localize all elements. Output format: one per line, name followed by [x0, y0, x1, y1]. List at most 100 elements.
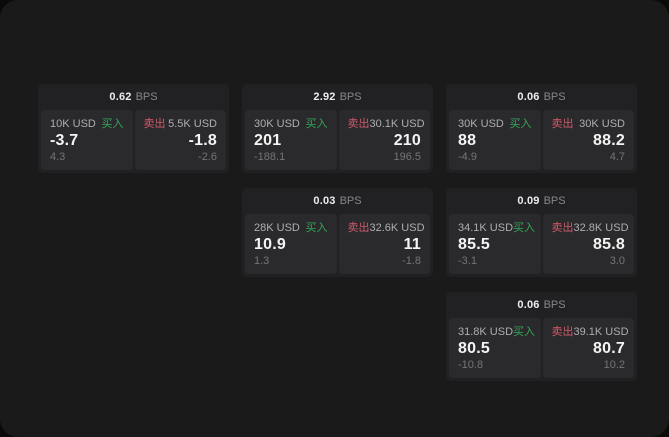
buy-delta-value: -4.9 [458, 151, 477, 163]
sell-amount-label: 30K USD [579, 118, 625, 130]
quote-card: 0.03 BPS 28K USD 买入 10.9 1.3 卖出 32.6K US… [242, 188, 433, 277]
buy-panel[interactable]: 28K USD 买入 10.9 1.3 [245, 214, 337, 274]
buy-amount-label: 30K USD [254, 118, 300, 130]
bps-unit-label: BPS [339, 195, 362, 207]
sell-delta-value: 196.5 [393, 151, 421, 163]
buy-amount-label: 10K USD [50, 118, 96, 130]
buy-sell-panels: 30K USD 买入 88 -4.9 卖出 30K USD 88.2 4.7 [446, 110, 637, 173]
bps-value: 0.62 [109, 91, 132, 103]
buy-side-label: 买入 [101, 118, 124, 130]
sell-panel-top: 卖出 30.1K USD [347, 118, 425, 130]
sell-side-label: 卖出 [347, 118, 370, 130]
buy-side-label: 买入 [513, 326, 536, 338]
buy-delta-value: -188.1 [254, 151, 286, 163]
sell-panel-top: 卖出 32.6K USD [347, 222, 425, 234]
sell-side-label: 卖出 [551, 118, 574, 130]
sell-price-value: 11 [403, 236, 421, 253]
sell-panel-top: 卖出 5.5K USD [144, 118, 218, 130]
buy-delta-value: 1.3 [254, 255, 270, 267]
bps-spread-header: 0.03 BPS [242, 188, 433, 214]
bps-spread-header: 0.62 BPS [38, 84, 229, 110]
buy-panel-top: 31.8K USD 买入 [458, 326, 536, 338]
sell-price-value: 210 [393, 132, 421, 149]
bps-unit-label: BPS [339, 91, 362, 103]
sell-price-value: 85.8 [593, 236, 625, 253]
buy-panel-top: 30K USD 买入 [458, 118, 532, 130]
quote-card: 0.06 BPS 31.8K USD 买入 80.5 -10.8 卖出 39.1… [446, 292, 637, 381]
buy-panel-top: 10K USD 买入 [50, 118, 124, 130]
buy-price-value: 80.5 [458, 340, 490, 357]
buy-panel[interactable]: 10K USD 买入 -3.7 4.3 [41, 110, 133, 170]
buy-amount-label: 28K USD [254, 222, 300, 234]
buy-delta-value: -3.1 [458, 255, 477, 267]
bps-unit-label: BPS [135, 91, 158, 103]
buy-sell-panels: 28K USD 买入 10.9 1.3 卖出 32.6K USD 11 -1.8 [242, 214, 433, 277]
sell-delta-value: 10.2 [603, 359, 625, 371]
buy-side-label: 买入 [305, 222, 328, 234]
sell-side-label: 卖出 [347, 222, 370, 234]
sell-amount-label: 32.8K USD [573, 222, 629, 234]
sell-price-value: 80.7 [593, 340, 625, 357]
buy-price-value: -3.7 [50, 132, 79, 149]
sell-delta-value: -1.8 [402, 255, 421, 267]
quote-card: 0.62 BPS 10K USD 买入 -3.7 4.3 卖出 5.5K USD… [38, 84, 229, 173]
buy-panel[interactable]: 31.8K USD 买入 80.5 -10.8 [449, 318, 541, 378]
sell-price-value: 88.2 [593, 132, 625, 149]
sell-amount-label: 39.1K USD [573, 326, 629, 338]
buy-panel[interactable]: 34.1K USD 买入 85.5 -3.1 [449, 214, 541, 274]
bps-spread-header: 0.06 BPS [446, 84, 637, 110]
sell-panel[interactable]: 卖出 39.1K USD 80.7 10.2 [542, 318, 634, 378]
quote-card: 0.09 BPS 34.1K USD 买入 85.5 -3.1 卖出 32.8K… [446, 188, 637, 277]
bps-value: 0.09 [517, 195, 540, 207]
sell-panel[interactable]: 卖出 32.8K USD 85.8 3.0 [542, 214, 634, 274]
sell-panel-top: 卖出 32.8K USD [551, 222, 629, 234]
sell-amount-label: 32.6K USD [369, 222, 425, 234]
sell-panel[interactable]: 卖出 32.6K USD 11 -1.8 [338, 214, 430, 274]
bps-value: 0.03 [313, 195, 336, 207]
bps-unit-label: BPS [543, 91, 566, 103]
quote-card: 0.06 BPS 30K USD 买入 88 -4.9 卖出 30K USD 8… [446, 84, 637, 173]
sell-panel-top: 卖出 30K USD [552, 118, 626, 130]
buy-delta-value: 4.3 [50, 151, 66, 163]
buy-panel[interactable]: 30K USD 买入 88 -4.9 [449, 110, 541, 170]
quote-card: 2.92 BPS 30K USD 买入 201 -188.1 卖出 30.1K … [242, 84, 433, 173]
buy-amount-label: 34.1K USD [458, 222, 514, 234]
buy-sell-panels: 34.1K USD 买入 85.5 -3.1 卖出 32.8K USD 85.8… [446, 214, 637, 277]
buy-panel[interactable]: 30K USD 买入 201 -188.1 [245, 110, 337, 170]
buy-price-value: 85.5 [458, 236, 490, 253]
bps-unit-label: BPS [543, 195, 566, 207]
buy-panel-top: 34.1K USD 买入 [458, 222, 536, 234]
buy-delta-value: -10.8 [458, 359, 484, 371]
bps-value: 2.92 [313, 91, 336, 103]
buy-sell-panels: 10K USD 买入 -3.7 4.3 卖出 5.5K USD -1.8 -2.… [38, 110, 229, 173]
sell-delta-value: 4.7 [609, 151, 625, 163]
sell-panel-top: 卖出 39.1K USD [551, 326, 629, 338]
buy-price-value: 10.9 [254, 236, 286, 253]
sell-price-value: -1.8 [188, 132, 217, 149]
buy-side-label: 买入 [513, 222, 536, 234]
sell-panel[interactable]: 卖出 30K USD 88.2 4.7 [542, 110, 634, 170]
buy-side-label: 买入 [305, 118, 328, 130]
sell-side-label: 卖出 [143, 118, 166, 130]
sell-delta-value: -2.6 [198, 151, 217, 163]
sell-amount-label: 30.1K USD [369, 118, 425, 130]
quote-cards-grid: 0.62 BPS 10K USD 买入 -3.7 4.3 卖出 5.5K USD… [38, 84, 637, 381]
buy-amount-label: 30K USD [458, 118, 504, 130]
sell-panel[interactable]: 卖出 5.5K USD -1.8 -2.6 [134, 110, 226, 170]
sell-panel[interactable]: 卖出 30.1K USD 210 196.5 [338, 110, 430, 170]
bps-spread-header: 2.92 BPS [242, 84, 433, 110]
bps-value: 0.06 [517, 91, 540, 103]
buy-sell-panels: 30K USD 买入 201 -188.1 卖出 30.1K USD 210 1… [242, 110, 433, 173]
buy-price-value: 201 [254, 132, 282, 149]
sell-side-label: 卖出 [551, 326, 574, 338]
bps-value: 0.06 [517, 299, 540, 311]
buy-panel-top: 28K USD 买入 [254, 222, 328, 234]
buy-price-value: 88 [458, 132, 477, 149]
bps-unit-label: BPS [543, 299, 566, 311]
bps-spread-header: 0.06 BPS [446, 292, 637, 318]
buy-side-label: 买入 [509, 118, 532, 130]
buy-amount-label: 31.8K USD [458, 326, 514, 338]
sell-delta-value: 3.0 [609, 255, 625, 267]
sell-side-label: 卖出 [551, 222, 574, 234]
